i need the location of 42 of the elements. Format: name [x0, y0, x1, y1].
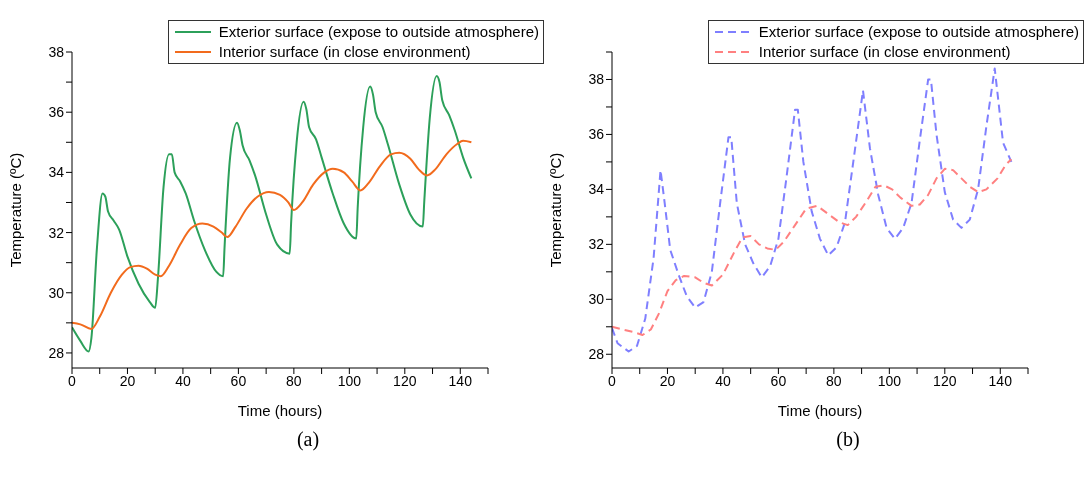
x-tick-label: 40: [715, 372, 731, 389]
x-axis-title: Time (hours): [777, 402, 863, 419]
x-tick-label: 80: [286, 372, 302, 389]
legend-label: Exterior surface (expose to outside atmosphere): [218, 22, 539, 42]
y-tick-label: 38: [588, 71, 605, 88]
y-axis-title: Temperature (ºC): [547, 152, 565, 268]
x-tick-label: 140: [988, 372, 1013, 389]
legend-label: Exterior surface (expose to outside atmosphere): [758, 22, 1079, 42]
line-series: [612, 158, 1013, 337]
legend-label: Interior surface (in close environment): [758, 42, 1011, 62]
x-tick-label: 0: [608, 372, 617, 389]
x-tick-label: 80: [826, 372, 842, 389]
x-tick-label: 0: [68, 372, 77, 389]
x-tick-label: 60: [230, 372, 247, 389]
x-tick-label: 120: [933, 372, 957, 389]
y-tick-label: 38: [48, 43, 65, 60]
x-axis-title: Time (hours): [237, 402, 323, 419]
y-tick-label: 28: [48, 344, 65, 361]
line-series: [72, 75, 473, 353]
y-tick-label: 30: [48, 284, 65, 301]
line-series: [612, 67, 1013, 353]
x-tick-label: 100: [337, 372, 362, 389]
x-tick-label: 140: [448, 372, 473, 389]
y-axis-title: Temperature (ºC): [7, 152, 25, 268]
x-tick-label: 40: [175, 372, 191, 389]
x-tick-label: 120: [393, 372, 417, 389]
y-tick-label: 36: [588, 126, 605, 143]
legend-label: Interior surface (in close environment): [218, 42, 471, 62]
y-tick-label: 28: [588, 346, 605, 363]
y-tick-label: 32: [48, 224, 65, 241]
x-tick-label: 20: [659, 372, 676, 389]
y-tick-label: 32: [588, 236, 605, 253]
text: (a): [295, 428, 321, 451]
text: (b): [835, 428, 861, 451]
y-tick-label: 36: [48, 104, 65, 121]
y-tick-label: 34: [588, 181, 605, 198]
line-series: [72, 139, 473, 330]
x-tick-label: 60: [770, 372, 787, 389]
x-tick-label: 20: [119, 372, 136, 389]
x-tick-label: 100: [877, 372, 902, 389]
y-tick-label: 34: [48, 164, 65, 181]
y-tick-label: 30: [588, 291, 605, 308]
